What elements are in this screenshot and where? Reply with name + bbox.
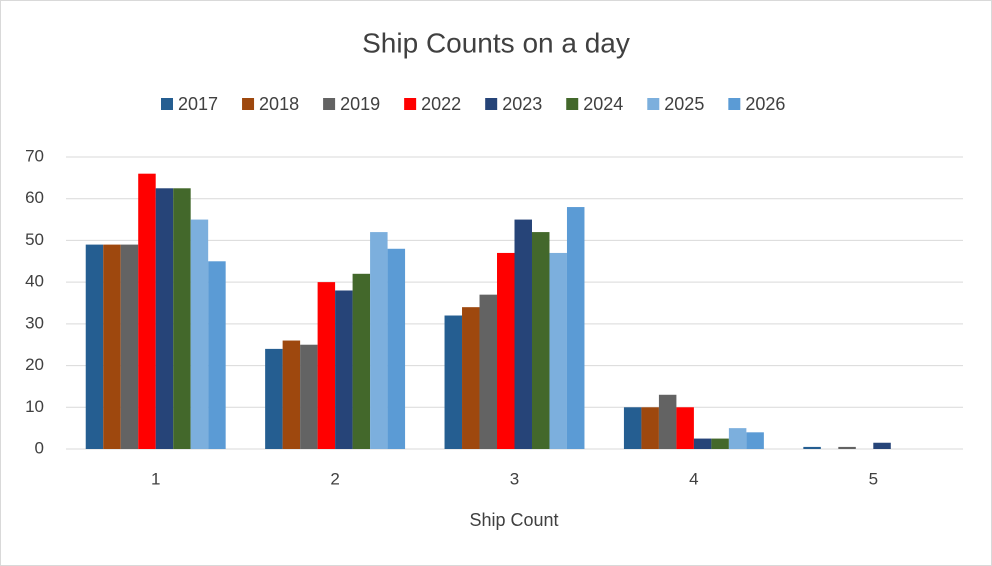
bar [514,219,532,449]
y-tick-label: 60 [25,188,44,207]
bar [85,244,104,449]
bar [190,219,209,449]
legend-swatch [485,98,498,110]
y-tick-label: 40 [25,272,44,291]
bar [838,446,856,449]
bar [173,188,191,450]
bar [676,407,694,449]
bar [103,244,121,449]
legend-label: 2024 [583,94,623,114]
bar [566,207,585,449]
bar [658,394,677,449]
legend-label: 2026 [745,94,785,114]
bar [335,290,353,449]
bar [623,407,642,449]
x-tick-label: 5 [869,469,878,488]
legend-swatch [323,98,336,110]
bar [728,428,747,449]
bar [208,261,226,449]
x-tick-label: 4 [689,469,698,488]
bar [641,407,659,449]
bar [693,438,712,449]
x-tick-label: 2 [330,469,339,488]
legend-label: 2025 [664,94,704,114]
legend-swatch [161,98,173,110]
bar [479,294,498,449]
bar [462,307,480,449]
bar [282,340,301,449]
y-tick-label: 50 [25,230,44,249]
legend-label: 2017 [178,94,218,114]
bar [873,442,891,449]
bar [120,244,139,449]
bar [531,232,550,449]
legend-swatch [566,98,579,110]
bar [803,446,821,449]
y-tick-label: 10 [25,397,44,416]
bar [444,315,463,449]
legend-swatch [728,98,741,110]
legend-swatch [404,98,417,110]
legend-label: 2022 [421,94,461,114]
bar [300,344,318,449]
x-axis-label: Ship Count [469,510,558,530]
bar [711,438,729,449]
chart-title: Ship Counts on a day [362,27,630,58]
bar [265,348,283,449]
y-tick-label: 70 [25,146,44,165]
y-tick-label: 30 [25,313,44,332]
bar [370,232,388,449]
legend-swatch [647,98,660,110]
bar [352,273,371,449]
y-tick-label: 0 [35,438,44,457]
x-tick-label: 1 [151,469,160,488]
bar [317,282,336,449]
y-tick-label: 20 [25,355,44,374]
bar [155,188,174,450]
legend-label: 2018 [259,94,299,114]
legend-swatch [242,98,255,110]
x-tick-label: 3 [510,469,519,488]
bar [549,252,567,449]
bar [497,252,515,449]
bar [746,432,764,449]
bar [387,248,406,449]
legend-label: 2019 [340,94,380,114]
bar [138,173,156,449]
legend-label: 2023 [502,94,542,114]
